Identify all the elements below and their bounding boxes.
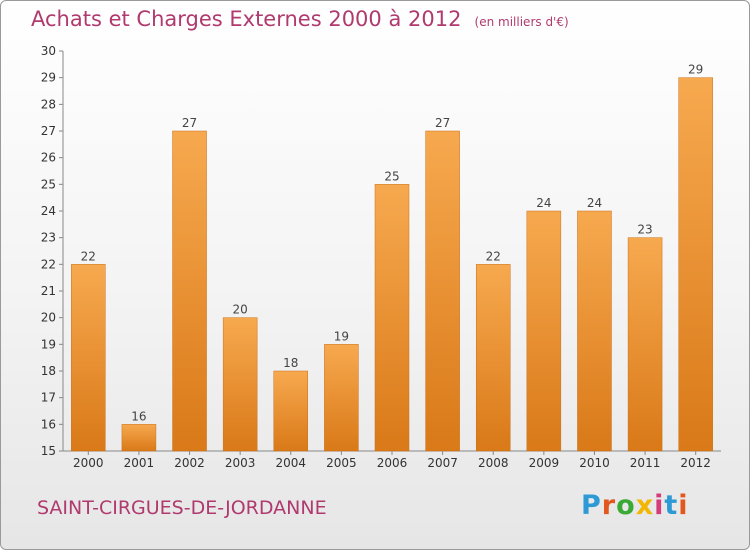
- x-tick-label-2008: 2008: [478, 456, 509, 470]
- x-tick-label-2012: 2012: [680, 456, 711, 470]
- logo-letter: o: [616, 490, 636, 521]
- y-tick-label: 21: [41, 284, 56, 298]
- bar-2005: [324, 344, 359, 452]
- y-tick-label: 28: [41, 97, 56, 111]
- y-tick-label: 19: [41, 337, 56, 351]
- x-tick-label-2009: 2009: [529, 456, 560, 470]
- y-tick-label: 26: [41, 151, 56, 165]
- value-label-2007: 27: [435, 116, 450, 130]
- x-tick-label-2010: 2010: [579, 456, 610, 470]
- title-row: Achats et Charges Externes 2000 à 2012 (…: [31, 7, 569, 31]
- value-label-2005: 19: [334, 329, 349, 343]
- value-label-2006: 25: [384, 169, 399, 183]
- y-tick-label: 17: [41, 391, 56, 405]
- value-label-2008: 22: [486, 249, 501, 263]
- value-label-2002: 27: [182, 116, 197, 130]
- bar-2008: [475, 264, 511, 452]
- y-tick-label: 25: [41, 177, 56, 191]
- proxiti-logo[interactable]: Proxiti: [581, 490, 689, 521]
- value-label-2003: 20: [233, 303, 248, 317]
- value-label-2004: 18: [283, 356, 298, 370]
- bar-2007: [425, 130, 460, 452]
- value-label-2000: 22: [81, 249, 96, 263]
- logo-letter: P: [581, 490, 602, 521]
- x-tick-label-2000: 2000: [73, 456, 104, 470]
- bar-2002: [172, 130, 207, 452]
- y-tick-label: 27: [41, 124, 56, 138]
- x-tick-label-2001: 2001: [124, 456, 155, 470]
- y-tick-label: 30: [41, 44, 56, 58]
- chart-subtitle: (en milliers d'€): [474, 15, 569, 29]
- logo-letter: t: [664, 490, 679, 521]
- bar-2000: [71, 264, 106, 452]
- x-tick-label-2007: 2007: [427, 456, 458, 470]
- y-tick-label: 15: [41, 444, 56, 458]
- bar-2006: [374, 184, 410, 452]
- x-tick-label-2003: 2003: [225, 456, 256, 470]
- chart-title: Achats et Charges Externes 2000 à 2012: [31, 7, 462, 31]
- value-label-2010: 24: [587, 196, 602, 210]
- logo-letter: x: [635, 490, 655, 521]
- logo-letter: i: [654, 490, 665, 521]
- bar-2004: [273, 370, 309, 452]
- value-label-2009: 24: [536, 196, 551, 210]
- logo-letter: r: [601, 490, 617, 521]
- x-tick-label-2006: 2006: [377, 456, 408, 470]
- bar-2009: [526, 210, 562, 452]
- y-tick-label: 23: [41, 231, 56, 245]
- bar-2011: [627, 237, 663, 452]
- value-label-2011: 23: [637, 223, 652, 237]
- y-tick-label: 18: [41, 364, 56, 378]
- value-label-2001: 16: [131, 409, 146, 423]
- commune-name: SAINT-CIRGUES-DE-JORDANNE: [37, 497, 327, 519]
- y-tick-label: 20: [41, 311, 56, 325]
- bar-2010: [577, 210, 612, 452]
- y-tick-label: 29: [41, 71, 56, 85]
- bar-2001: [121, 424, 157, 452]
- bar-2012: [678, 77, 713, 452]
- y-tick-label: 16: [41, 417, 56, 431]
- x-tick-label-2005: 2005: [326, 456, 357, 470]
- logo-letter: i: [678, 490, 689, 521]
- value-label-2012: 29: [688, 63, 703, 77]
- x-tick-label-2011: 2011: [630, 456, 661, 470]
- y-tick-label: 24: [41, 204, 56, 218]
- x-tick-label-2002: 2002: [174, 456, 205, 470]
- y-tick-label: 22: [41, 257, 56, 271]
- x-tick-label-2004: 2004: [275, 456, 306, 470]
- bar-2003: [222, 317, 258, 452]
